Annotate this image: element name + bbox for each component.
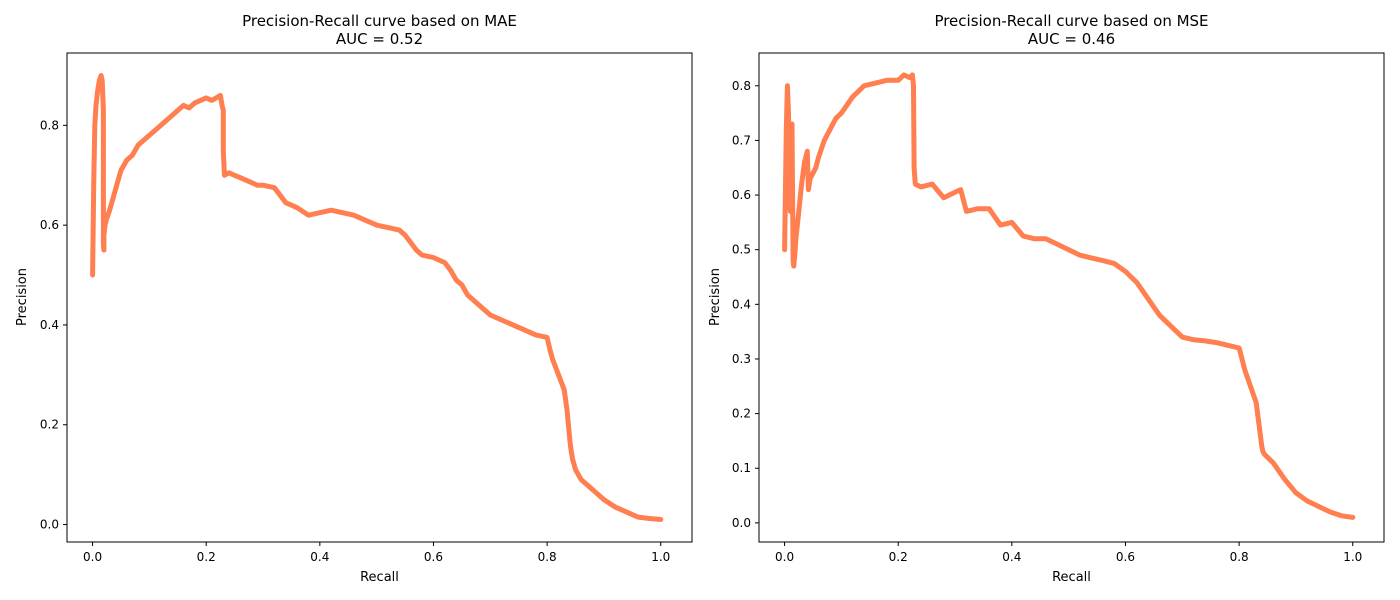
x-tick-label: 0.0 <box>775 550 794 564</box>
y-tick-label: 0.3 <box>732 352 751 366</box>
pr-curve-line <box>782 72 1356 520</box>
y-tick-label: 0.7 <box>732 133 751 147</box>
y-tick-label: 0.4 <box>732 297 751 311</box>
plot-frame <box>758 52 1385 543</box>
x-axis-label: Recall <box>360 570 399 585</box>
x-tick-label: 0.6 <box>1116 550 1135 564</box>
pr-curve-line <box>90 73 664 522</box>
x-tick-label: 0.0 <box>83 550 102 564</box>
x-tick-label: 0.8 <box>538 550 557 564</box>
x-tick-label: 0.2 <box>197 550 216 564</box>
x-axis-label: Recall <box>1052 570 1091 585</box>
x-tick-label: 0.4 <box>310 550 329 564</box>
y-tick-label: 0.8 <box>40 118 59 132</box>
y-tick-label: 0.8 <box>732 79 751 93</box>
x-tick-label: 0.6 <box>424 550 443 564</box>
chart-title: Precision-Recall curve based on MSE <box>934 12 1208 30</box>
y-axis-label: Precision <box>15 268 30 326</box>
chart-mse: Precision-Recall curve based on MSE AUC … <box>708 12 1385 585</box>
y-tick-label: 0.0 <box>40 518 59 532</box>
y-tick-label: 0.5 <box>732 243 751 257</box>
y-axis-label: Precision <box>708 268 723 326</box>
x-tick-label: 1.0 <box>651 550 670 564</box>
x-tick-label: 0.4 <box>1002 550 1021 564</box>
chart-subtitle: AUC = 0.46 <box>1028 30 1115 48</box>
x-tick-label: 0.2 <box>889 550 908 564</box>
chart-title: Precision-Recall curve based on MAE <box>242 12 517 30</box>
y-tick-label: 0.1 <box>732 461 751 475</box>
x-tick-label: 1.0 <box>1343 550 1362 564</box>
y-tick-label: 0.2 <box>40 418 59 432</box>
y-tick-label: 0.4 <box>40 318 59 332</box>
plot-frame <box>66 52 693 543</box>
chart-mae: Precision-Recall curve based on MAE AUC … <box>15 12 693 585</box>
y-tick-label: 0.6 <box>732 188 751 202</box>
y-tick-label: 0.0 <box>732 516 751 530</box>
y-tick-label: 0.6 <box>40 218 59 232</box>
x-tick-label: 0.8 <box>1230 550 1249 564</box>
chart-subtitle: AUC = 0.52 <box>336 30 423 48</box>
y-tick-label: 0.2 <box>732 407 751 421</box>
